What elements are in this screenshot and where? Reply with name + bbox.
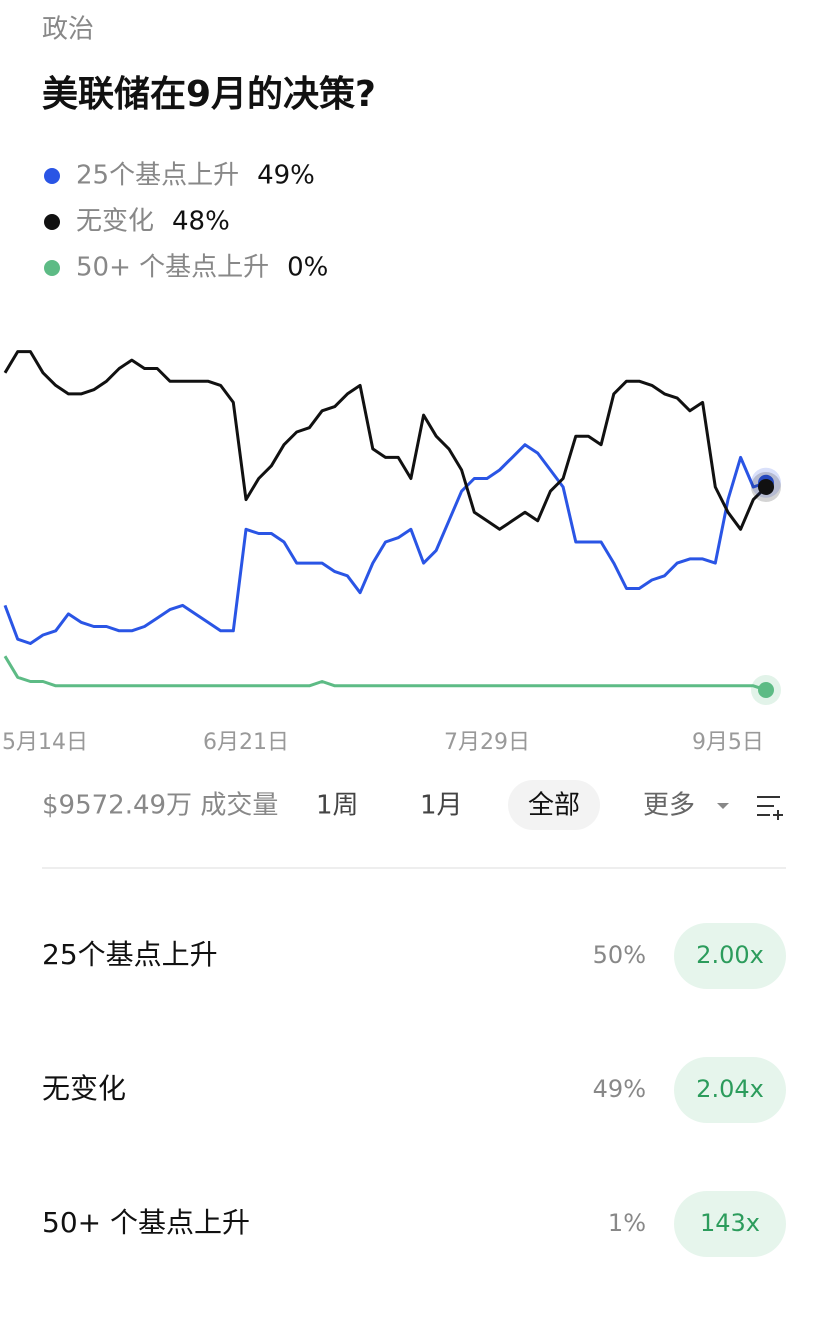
more-button[interactable]: 更多 — [643, 791, 695, 821]
legend-value: 49% — [257, 161, 315, 191]
payout-button[interactable]: 2.00x — [696, 941, 764, 969]
end-dot — [758, 682, 774, 698]
x-tick-label: 5月14日 — [2, 730, 88, 755]
outcome-probability: 49% — [593, 1075, 646, 1103]
payout-button-bg[interactable] — [674, 923, 786, 989]
range-active-bg — [508, 780, 600, 830]
legend-dot — [44, 260, 60, 276]
range-button[interactable]: 1月 — [420, 791, 463, 821]
legend-label: 无变化 — [76, 207, 154, 237]
outcome-name: 25个基点上升 — [42, 938, 218, 971]
series-line — [3, 655, 767, 692]
settings-icon — [757, 796, 783, 820]
x-tick-label: 9月5日 — [692, 730, 764, 755]
legend-value: 0% — [287, 253, 328, 283]
x-tick-label: 7月29日 — [444, 730, 530, 755]
title: 美联储在9月的决策? — [42, 74, 376, 115]
payout-button[interactable]: 143x — [700, 1209, 760, 1237]
series-line — [3, 443, 767, 645]
volume: $9572.49万 成交量 — [42, 791, 278, 821]
end-dot — [758, 478, 774, 495]
range-button[interactable]: 1周 — [316, 791, 359, 821]
outcome-probability: 50% — [593, 941, 646, 969]
legend-label: 25个基点上升 — [76, 161, 239, 191]
legend-value: 48% — [172, 207, 230, 237]
series-line — [3, 350, 768, 531]
payout-button[interactable]: 2.04x — [696, 1075, 764, 1103]
legend-label: 50+ 个基点上升 — [76, 253, 269, 283]
payout-button-bg[interactable] — [674, 1057, 786, 1123]
x-tick-label: 6月21日 — [203, 730, 289, 755]
legend-dot — [44, 168, 60, 184]
more-caret — [717, 803, 729, 809]
outcome-name: 50+ 个基点上升 — [42, 1206, 250, 1239]
range-button[interactable]: 全部 — [528, 791, 580, 821]
category: 政治 — [42, 15, 94, 45]
payout-button-bg[interactable] — [674, 1191, 786, 1257]
legend-dot — [44, 214, 60, 230]
outcome-probability: 1% — [608, 1209, 646, 1237]
outcome-name: 无变化 — [42, 1072, 126, 1105]
